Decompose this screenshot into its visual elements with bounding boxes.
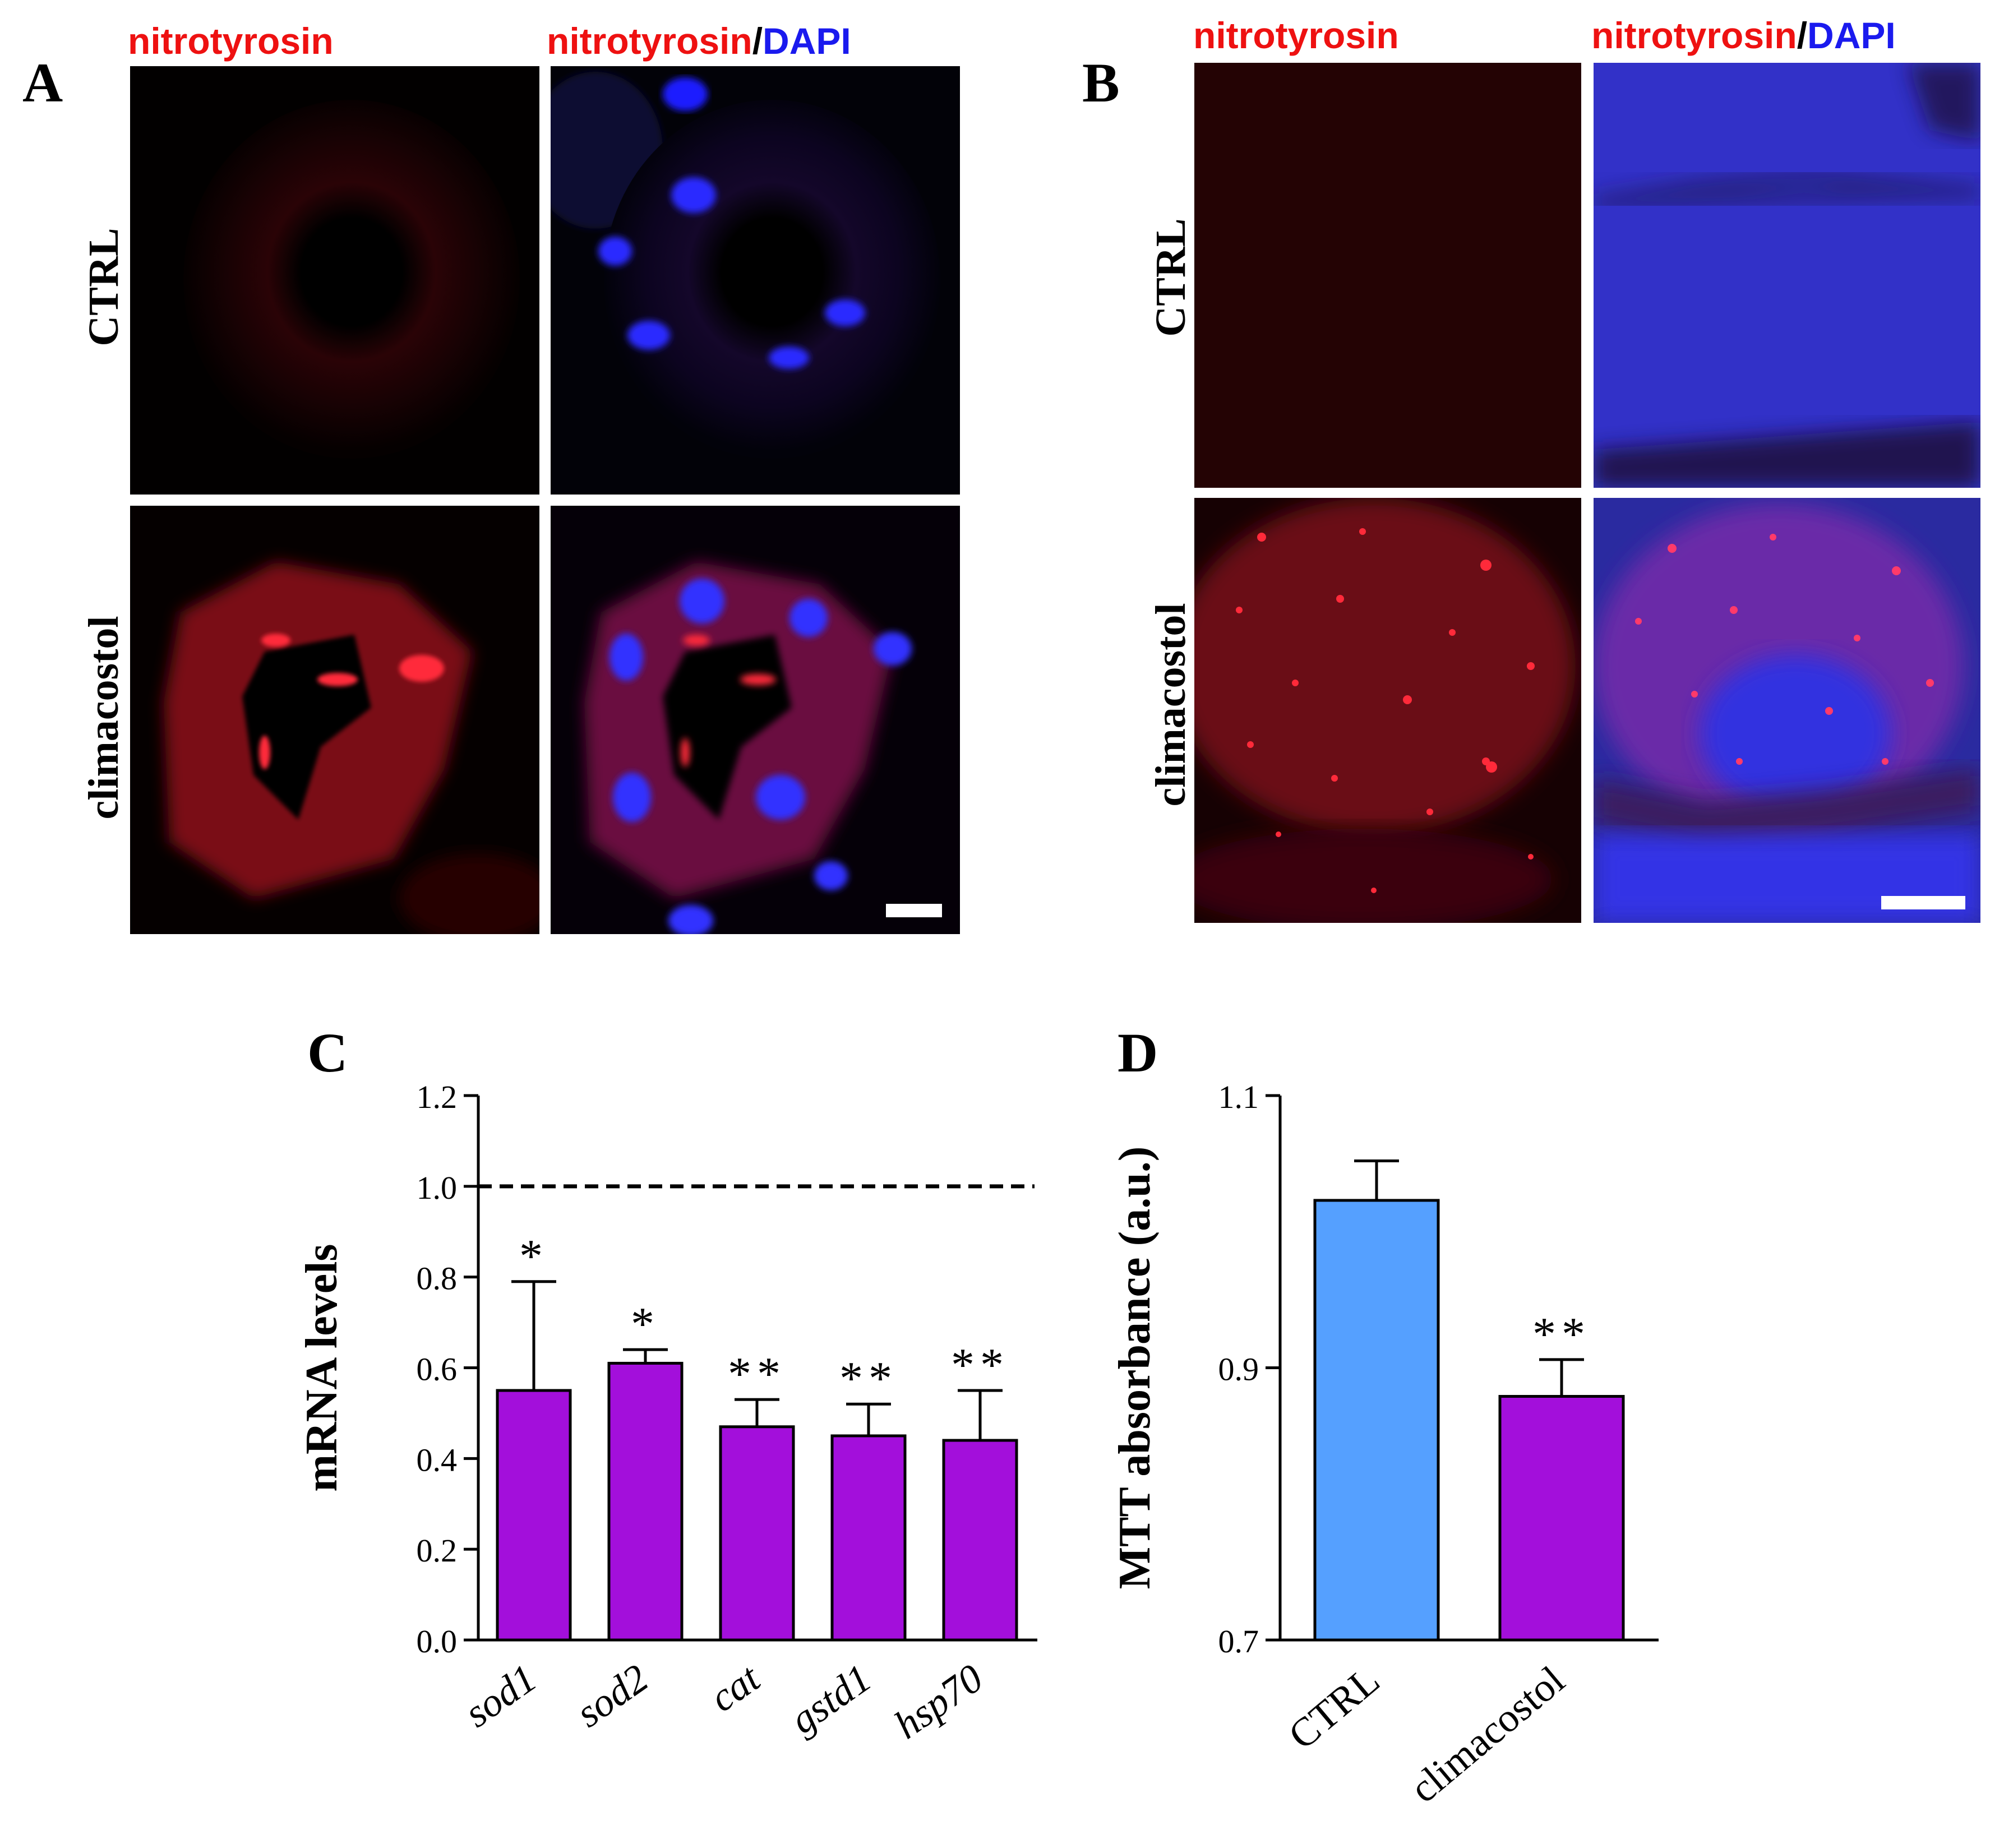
micrograph-a-climacostol-merge [551, 506, 960, 934]
chart-c-y-tick-label: 1.2 [417, 1079, 458, 1115]
chart-c-y-tick-label: 0.2 [417, 1532, 458, 1569]
chart-c-significance-marker: ** [839, 1352, 898, 1405]
chart-c-bar [496, 1389, 572, 1642]
chart-c-bar [942, 1439, 1018, 1642]
chart-d-y-tick-label: 0.7 [1218, 1623, 1259, 1660]
micrograph-b-ctrl-nitrotyrosin [1194, 63, 1581, 488]
chart-c-bar [607, 1361, 684, 1642]
micrograph-b-climacostol-nitrotyrosin [1194, 498, 1581, 923]
chart-d-x-tick-label: CTRL [1280, 1657, 1388, 1758]
micrograph-b-ctrl-merge [1594, 63, 1980, 488]
scale-bar-a [886, 904, 942, 917]
chart-c-bar [830, 1434, 907, 1642]
panel-letter-c: C [307, 1022, 348, 1084]
label-dapi: DAPI [1807, 15, 1896, 56]
chart-c-y-tick-label: 0.6 [417, 1351, 458, 1388]
chart-c-significance-marker: * [631, 1298, 660, 1350]
chart-c-significance-marker: ** [951, 1339, 1009, 1391]
chart-d-x-tick-label: climacostol [1402, 1657, 1573, 1812]
label-nitrotyrosin: nitrotyrosin [1193, 15, 1399, 56]
chart-c-significance-marker: * [519, 1230, 548, 1282]
chart-d-significance-marker: ** [1532, 1308, 1591, 1360]
label-separator: / [1797, 15, 1808, 56]
label-separator: / [752, 20, 763, 62]
panel-letter-a: A [22, 52, 63, 114]
chart-c-bar [719, 1425, 795, 1642]
chart-c-x-tick-label: sod2 [568, 1656, 656, 1736]
chart-d-y-tick-label: 1.1 [1218, 1079, 1259, 1115]
chart-d-bar [1313, 1199, 1440, 1642]
panel-b-col-label-nitrotyrosin: nitrotyrosin [1193, 17, 1399, 54]
chart-c-x-tick-label: gstd1 [782, 1656, 879, 1743]
panel-letter-d: D [1118, 1022, 1158, 1084]
micrograph-a-ctrl-nitrotyrosin [130, 66, 539, 495]
panel-a-col-label-nitrotyrosin: nitrotyrosin [128, 22, 334, 59]
chart-c-x-tick-label: hsp70 [886, 1656, 991, 1748]
label-nitrotyrosin: nitrotyrosin [128, 20, 334, 62]
chart-d-y-tick-label: 0.9 [1218, 1351, 1259, 1388]
chart-c-y-axis-label: mRNA levels [297, 1244, 347, 1491]
panel-a-col-label-merge: nitrotyrosin/DAPI [547, 22, 851, 59]
chart-d-bar [1498, 1394, 1625, 1642]
micrograph-a-ctrl-merge [551, 66, 960, 495]
chart-c-y-tick-label: 0.0 [417, 1623, 458, 1660]
panel-b-col-label-merge: nitrotyrosin/DAPI [1591, 17, 1896, 54]
chart-c-y-tick-label: 0.8 [417, 1260, 458, 1297]
label-dapi: DAPI [763, 20, 851, 62]
panel-letter-b: B [1082, 52, 1120, 114]
label-nitrotyrosin: nitrotyrosin [1591, 15, 1797, 56]
scale-bar-b [1881, 896, 1965, 909]
label-nitrotyrosin: nitrotyrosin [547, 20, 752, 62]
chart-c-y-tick-label: 0.4 [417, 1442, 458, 1478]
chart-c-x-tick-label: cat [701, 1655, 769, 1720]
chart-c-x-tick-label: sod1 [456, 1656, 544, 1736]
chart-d-y-axis-label: MTT absorbance (a.u.) [1110, 1147, 1160, 1590]
chart-c-y-tick-label: 1.0 [417, 1170, 458, 1206]
chart-c-significance-marker: ** [728, 1348, 786, 1400]
micrograph-a-climacostol-nitrotyrosin [130, 506, 539, 934]
micrograph-b-climacostol-merge [1594, 498, 1980, 923]
